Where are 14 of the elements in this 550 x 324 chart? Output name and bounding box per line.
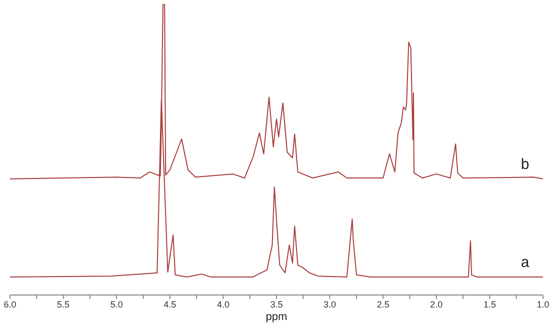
x-tick-label: 3.5 (270, 299, 283, 310)
series-label: b (520, 156, 530, 173)
x-tick-label: 4.5 (164, 299, 176, 310)
x-tick-label: 2.5 (376, 299, 390, 310)
x-tick-label: 1.5 (483, 299, 496, 310)
x-axis-title: ppm (266, 311, 288, 323)
x-tick-label: 2.0 (430, 299, 443, 310)
series-label: a (520, 254, 530, 271)
x-tick-label: 4.0 (216, 299, 230, 310)
x-tick-label: 5.0 (110, 299, 123, 310)
x-tick-label: 5.5 (57, 299, 70, 310)
x-tick-label: 6.0 (4, 299, 16, 310)
x-tick-label: 3.0 (324, 299, 336, 310)
x-tick-label: 1.0 (536, 299, 550, 310)
